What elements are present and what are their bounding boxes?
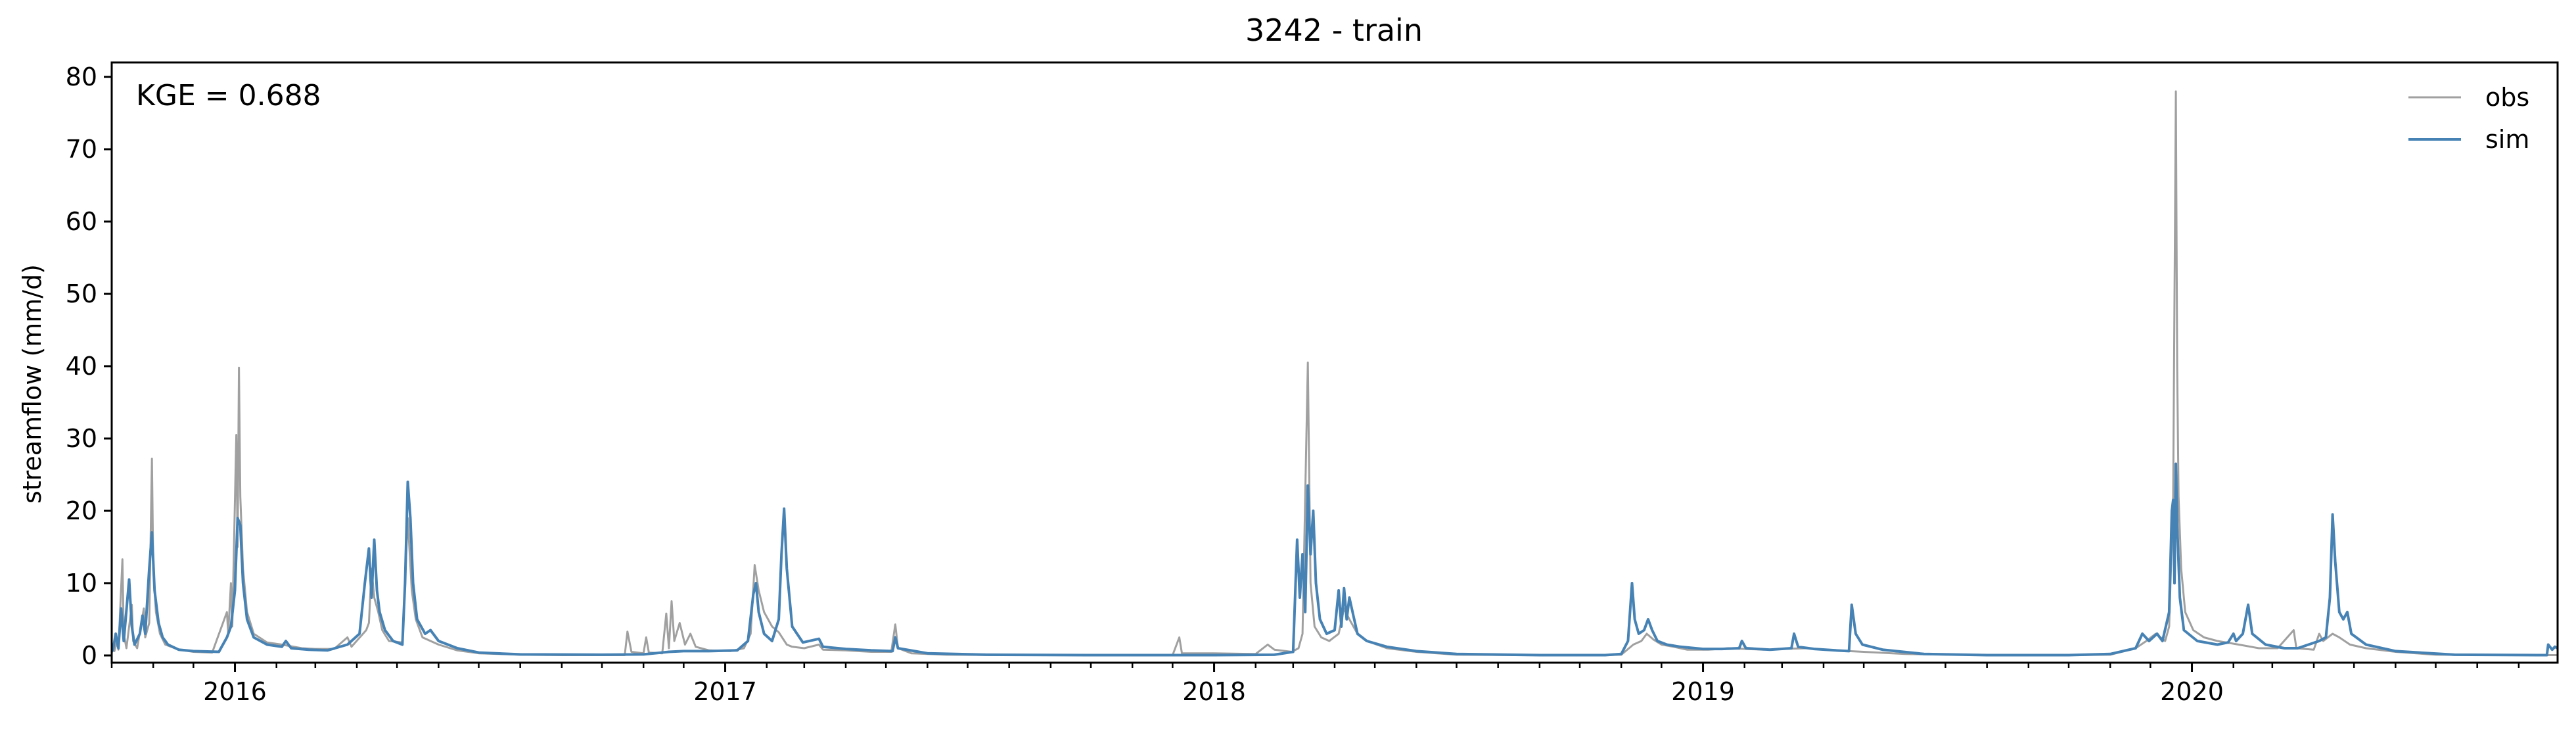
legend: obs sim: [2408, 83, 2529, 154]
y-axis-label: streamflow (mm/d): [18, 264, 47, 504]
x-axis: 2016 2017 2018 2019 2020: [110, 663, 2520, 706]
x-tick-label: 2020: [2160, 677, 2224, 706]
series-line-sim: [110, 462, 2558, 657]
y-tick-label: 70: [66, 135, 97, 164]
x-tick-label: 2018: [1182, 677, 1246, 706]
y-tick-label: 20: [66, 496, 97, 525]
y-tick-label: 30: [66, 424, 97, 453]
series-layer: [110, 90, 2558, 657]
x-tick-label: 2017: [693, 677, 757, 706]
x-tick-label: 2019: [1671, 677, 1735, 706]
x-tick-label: 2016: [203, 677, 267, 706]
kge-annotation: KGE = 0.688: [136, 79, 321, 112]
legend-label-obs: obs: [2485, 83, 2529, 112]
series-line-obs: [110, 90, 2558, 656]
y-tick-label: 80: [66, 62, 97, 91]
y-tick-label: 0: [81, 641, 97, 670]
y-tick-label: 40: [66, 352, 97, 381]
legend-label-sim: sim: [2485, 125, 2529, 154]
y-tick-label: 60: [66, 207, 97, 236]
y-axis: 0 10 20 30 40 50 60 70 80: [66, 62, 112, 670]
y-tick-label: 10: [66, 569, 97, 598]
chart-title: 3242 - train: [1245, 12, 1423, 48]
y-tick-label: 50: [66, 279, 97, 308]
